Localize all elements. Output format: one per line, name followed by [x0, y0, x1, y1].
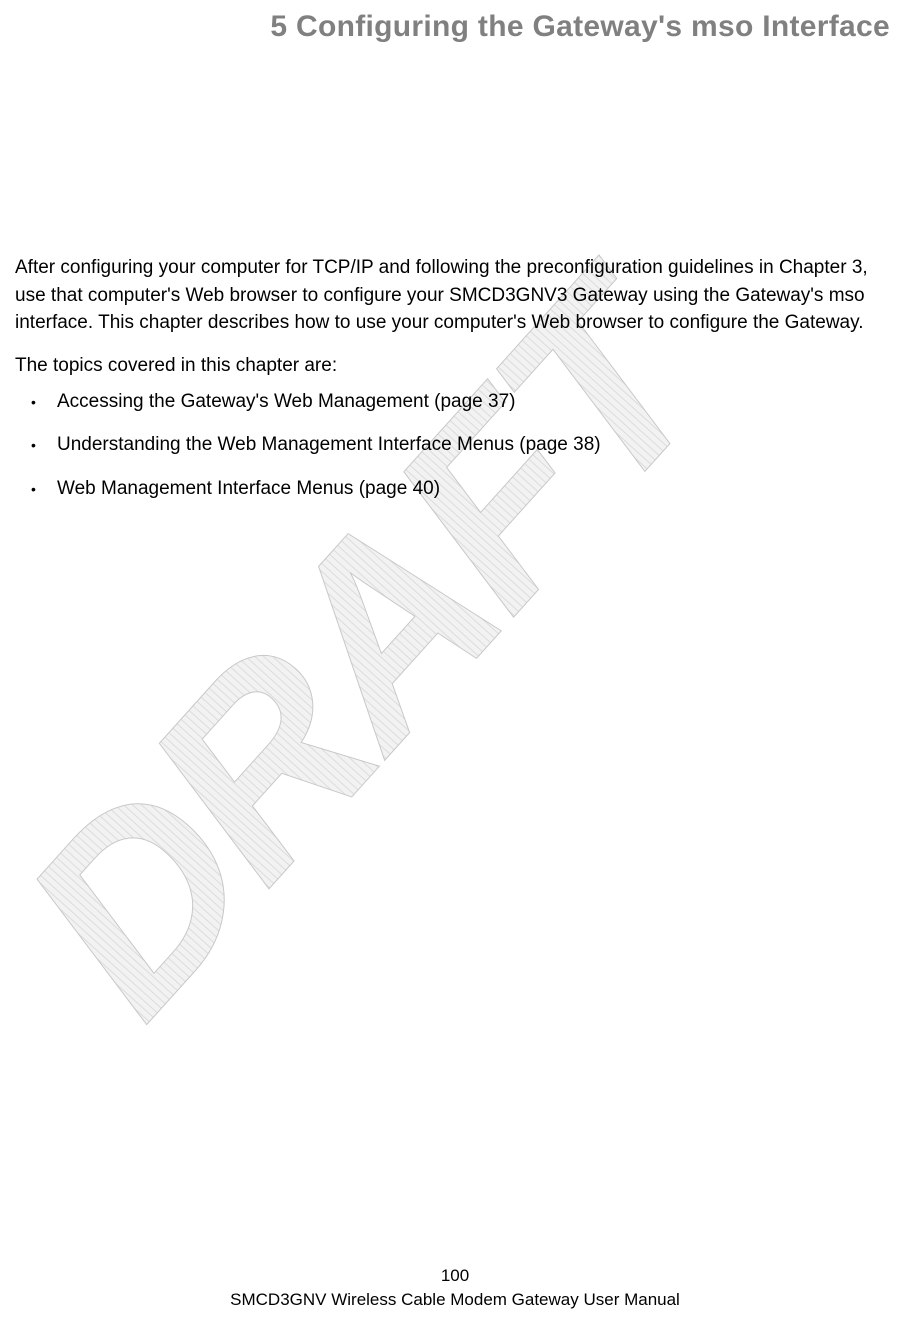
topics-list: Accessing the Gateway's Web Management (…	[15, 389, 890, 502]
manual-title: SMCD3GNV Wireless Cable Modem Gateway Us…	[230, 1290, 680, 1309]
list-item: Understanding the Web Management Interfa…	[15, 432, 890, 458]
list-item: Accessing the Gateway's Web Management (…	[15, 389, 890, 415]
chapter-title: 5 Configuring the Gateway's mso Interfac…	[15, 10, 890, 44]
topics-intro: The topics covered in this chapter are:	[15, 355, 890, 377]
list-item: Web Management Interface Menus (page 40)	[15, 476, 890, 502]
intro-paragraph: After configuring your computer for TCP/…	[15, 254, 890, 337]
page-number: 100	[0, 1266, 910, 1286]
page-footer: 100 SMCD3GNV Wireless Cable Modem Gatewa…	[0, 1266, 910, 1310]
